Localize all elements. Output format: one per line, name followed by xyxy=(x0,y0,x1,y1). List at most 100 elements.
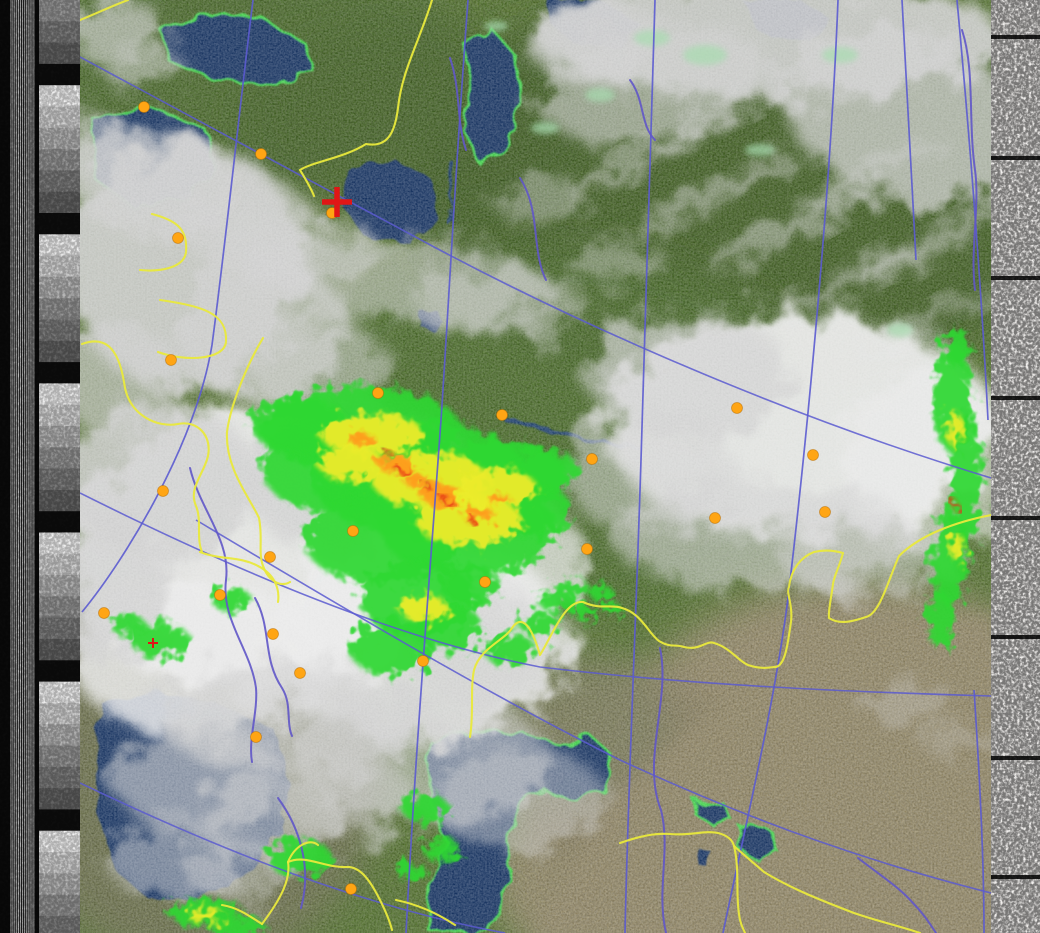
river-overlay xyxy=(254,597,293,737)
city-marker xyxy=(731,402,743,414)
precip-orange-cell xyxy=(349,433,375,447)
country-border xyxy=(80,340,210,554)
precip-green-cell xyxy=(350,620,430,676)
country-border xyxy=(198,550,280,604)
precip-orange-cell xyxy=(463,506,493,522)
cloud-fringe-mint xyxy=(887,323,913,337)
country-border xyxy=(732,844,747,933)
precip-green-cell xyxy=(561,579,589,597)
river-overlay xyxy=(449,57,467,151)
city-marker xyxy=(267,628,279,640)
city-marker xyxy=(479,576,491,588)
precip-green-cell xyxy=(130,623,190,657)
city-marker xyxy=(264,551,276,563)
city-marker xyxy=(255,148,267,160)
precip-yellow-cell xyxy=(952,534,964,562)
city-marker xyxy=(581,543,593,555)
cloud-fringe-mint xyxy=(683,45,727,65)
precip-red-cell xyxy=(384,450,392,454)
precip-yellow-cell xyxy=(460,468,536,508)
city-marker xyxy=(819,506,831,518)
country-border xyxy=(156,298,228,360)
map-area xyxy=(80,0,991,933)
city-marker xyxy=(172,232,184,244)
precip-green-cell xyxy=(440,565,500,605)
river-overlay xyxy=(652,647,667,933)
precip-orange-cell xyxy=(490,494,510,506)
precip-yellow-cell xyxy=(187,908,223,922)
precip-green-cell xyxy=(932,510,968,606)
precip-green-cell xyxy=(397,863,427,881)
cloud-fringe-mint xyxy=(634,30,670,46)
graticule-meridian xyxy=(624,0,656,933)
precip-green-cell xyxy=(573,604,597,620)
city-marker xyxy=(345,883,357,895)
country-border xyxy=(220,903,264,926)
precip-yellow-cell xyxy=(320,414,424,454)
city-marker xyxy=(586,453,598,465)
receiver-station-cross-icon xyxy=(322,187,352,217)
city-marker xyxy=(347,525,359,537)
cloud-fringe-mint xyxy=(484,21,508,31)
cloud-fringe-mint xyxy=(822,47,858,63)
precip-green-cell xyxy=(518,450,578,490)
river-overlay xyxy=(629,79,656,141)
city-marker xyxy=(165,354,177,366)
precip-yellow-cell xyxy=(948,412,962,448)
city-marker xyxy=(709,512,721,524)
station-marker-layer xyxy=(148,187,352,648)
precip-green-cell xyxy=(401,794,449,822)
country-border xyxy=(618,831,922,933)
country-border xyxy=(80,0,130,22)
river-overlay xyxy=(189,467,258,763)
graticule-parallel xyxy=(195,519,991,894)
city-marker xyxy=(157,485,169,497)
precip-green-cell xyxy=(268,840,332,876)
graticule-meridian xyxy=(81,0,254,613)
cloud-fringe-mint xyxy=(531,122,559,134)
river-overlay-layer xyxy=(189,29,978,933)
river-overlay xyxy=(277,797,307,909)
precip-red-cell xyxy=(397,467,407,473)
graticule-meridian xyxy=(956,0,989,421)
precip-green-cell xyxy=(945,326,969,366)
city-marker xyxy=(807,449,819,461)
city-marker xyxy=(496,409,508,421)
graticule-meridian xyxy=(405,0,469,933)
river-overlay xyxy=(519,177,547,281)
country-border xyxy=(225,336,292,586)
precip-green-cell xyxy=(110,615,146,635)
precip-red-cell xyxy=(952,501,958,509)
border-layer xyxy=(80,0,991,933)
small-cross-icon xyxy=(148,638,158,648)
city-marker xyxy=(138,101,150,113)
river-overlay xyxy=(857,857,937,933)
cloud-fringe-mint xyxy=(745,144,775,156)
precip-orange-cell xyxy=(404,473,428,487)
country-border xyxy=(260,858,394,932)
precip-green-cell xyxy=(588,584,612,600)
left-strip-noise-texture xyxy=(0,0,80,933)
precip-yellow-cell xyxy=(319,446,385,482)
city-marker xyxy=(372,387,384,399)
precip-green-cell xyxy=(423,839,461,861)
graticule-layer xyxy=(80,0,991,933)
country-border xyxy=(298,0,434,198)
precip-green-cell xyxy=(928,592,954,648)
country-border xyxy=(394,898,457,927)
precip-red-cell xyxy=(424,483,432,489)
city-marker-layer xyxy=(98,101,831,895)
city-marker xyxy=(214,589,226,601)
precip-orange-cell xyxy=(378,454,414,474)
city-marker xyxy=(98,607,110,619)
city-marker xyxy=(417,655,429,667)
right-strip-noise-texture xyxy=(991,0,1040,933)
city-marker xyxy=(294,667,306,679)
country-border xyxy=(286,841,320,864)
precip-green-cell xyxy=(210,918,266,933)
precip-red-cell xyxy=(441,497,451,503)
country-border xyxy=(138,212,188,272)
city-marker xyxy=(250,731,262,743)
